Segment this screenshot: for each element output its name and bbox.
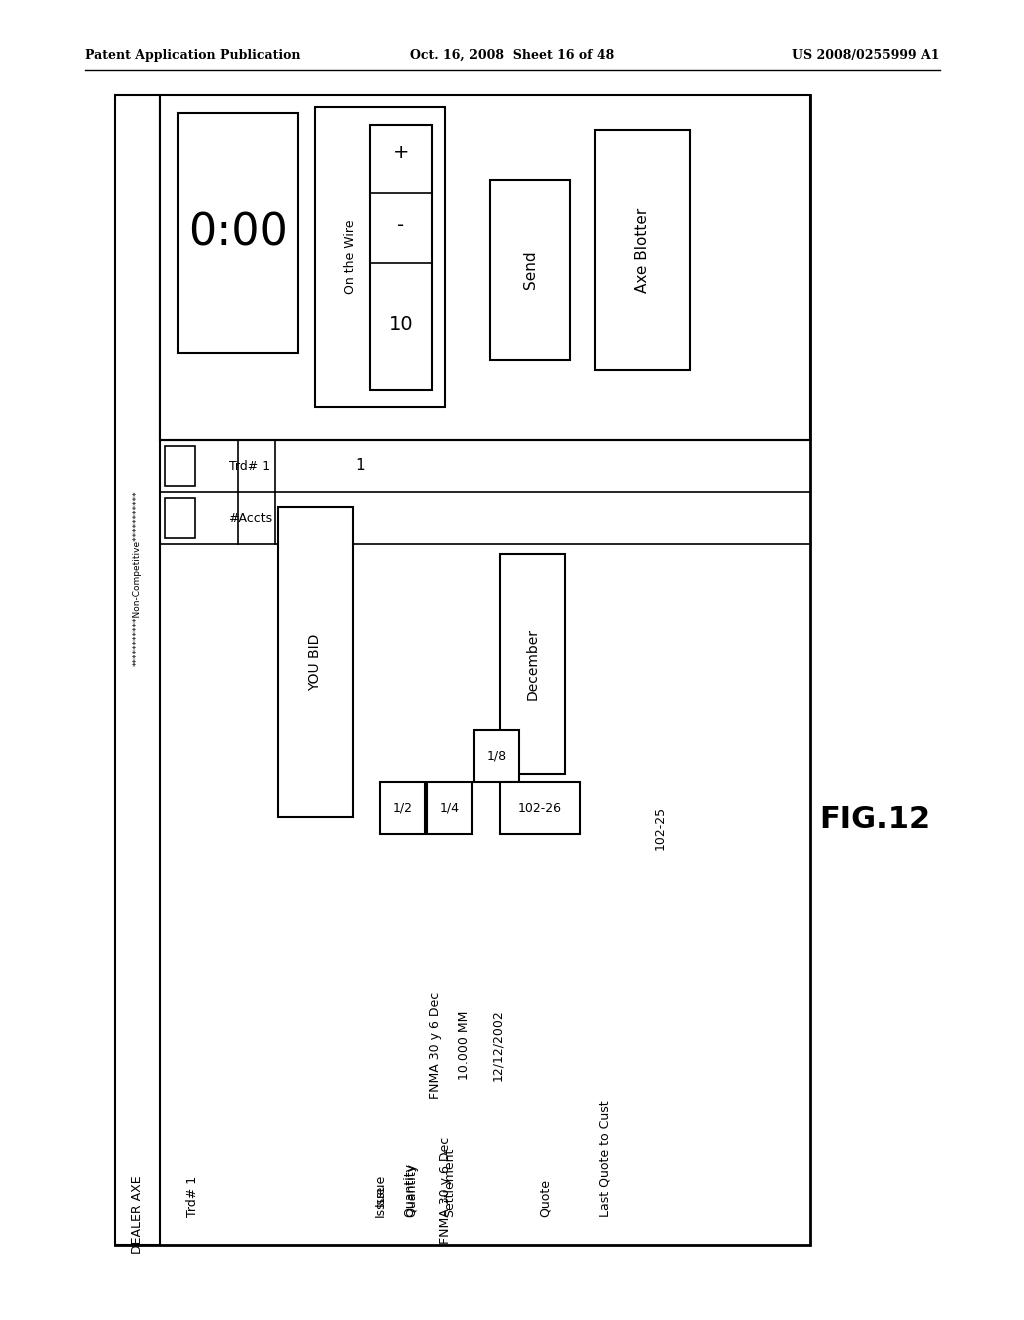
Text: FIG.12: FIG.12 xyxy=(819,805,931,834)
Text: Quote: Quote xyxy=(539,1179,552,1217)
Text: Trd# 1: Trd# 1 xyxy=(186,1176,200,1217)
Bar xyxy=(380,781,425,834)
Text: Settlement: Settlement xyxy=(443,1147,457,1217)
Text: Issue: Issue xyxy=(374,1173,386,1206)
Text: YOU BID: YOU BID xyxy=(308,634,323,690)
Text: 0:00: 0:00 xyxy=(188,211,288,255)
Bar xyxy=(500,554,565,774)
Bar xyxy=(165,498,195,539)
Text: ***********Non-Competitive***********: ***********Non-Competitive*********** xyxy=(133,490,142,665)
Text: 1: 1 xyxy=(355,458,365,474)
Text: 1/2: 1/2 xyxy=(392,801,413,814)
Text: 1/8: 1/8 xyxy=(486,750,507,763)
Text: Axe Blotter: Axe Blotter xyxy=(635,207,650,293)
Text: 10: 10 xyxy=(389,315,414,334)
Text: December: December xyxy=(525,628,540,700)
Text: Quantity: Quantity xyxy=(403,1163,417,1217)
Text: 1/4: 1/4 xyxy=(439,801,460,814)
Bar xyxy=(160,95,810,440)
Text: +: + xyxy=(393,144,410,162)
Text: Patent Application Publication: Patent Application Publication xyxy=(85,49,300,62)
Bar xyxy=(427,781,472,834)
Text: Send: Send xyxy=(522,251,538,289)
Text: 102-25: 102-25 xyxy=(653,807,667,850)
Bar xyxy=(474,730,519,781)
Bar xyxy=(115,95,810,1245)
Text: -: - xyxy=(397,215,404,235)
Text: Issue: Issue xyxy=(374,1185,386,1217)
Bar xyxy=(490,180,570,360)
Text: Oct. 16, 2008  Sheet 16 of 48: Oct. 16, 2008 Sheet 16 of 48 xyxy=(410,49,614,62)
Text: Last Quote to Cust: Last Quote to Cust xyxy=(598,1101,611,1217)
Text: DEALER AXE: DEALER AXE xyxy=(131,1176,144,1254)
Text: 10.000 MM: 10.000 MM xyxy=(459,1010,471,1080)
Text: FNMA 30 y 6 Dec: FNMA 30 y 6 Dec xyxy=(428,991,441,1098)
Bar xyxy=(178,114,298,352)
Text: Trd# 1: Trd# 1 xyxy=(229,459,270,473)
Text: US 2008/0255999 A1: US 2008/0255999 A1 xyxy=(793,49,940,62)
Bar xyxy=(595,129,690,370)
Text: Quantity: Quantity xyxy=(406,1163,419,1217)
Bar xyxy=(315,107,445,407)
Bar xyxy=(370,125,432,389)
Text: On the Wire: On the Wire xyxy=(343,219,356,294)
Text: FNMA 30 y 6 Dec: FNMA 30 y 6 Dec xyxy=(438,1137,452,1243)
Bar xyxy=(500,781,580,834)
Bar xyxy=(278,507,353,817)
Bar xyxy=(165,446,195,486)
Text: 102-26: 102-26 xyxy=(518,801,562,814)
Text: #Accts: #Accts xyxy=(228,511,272,524)
Bar xyxy=(115,95,160,1245)
Text: 12/12/2002: 12/12/2002 xyxy=(492,1008,505,1081)
